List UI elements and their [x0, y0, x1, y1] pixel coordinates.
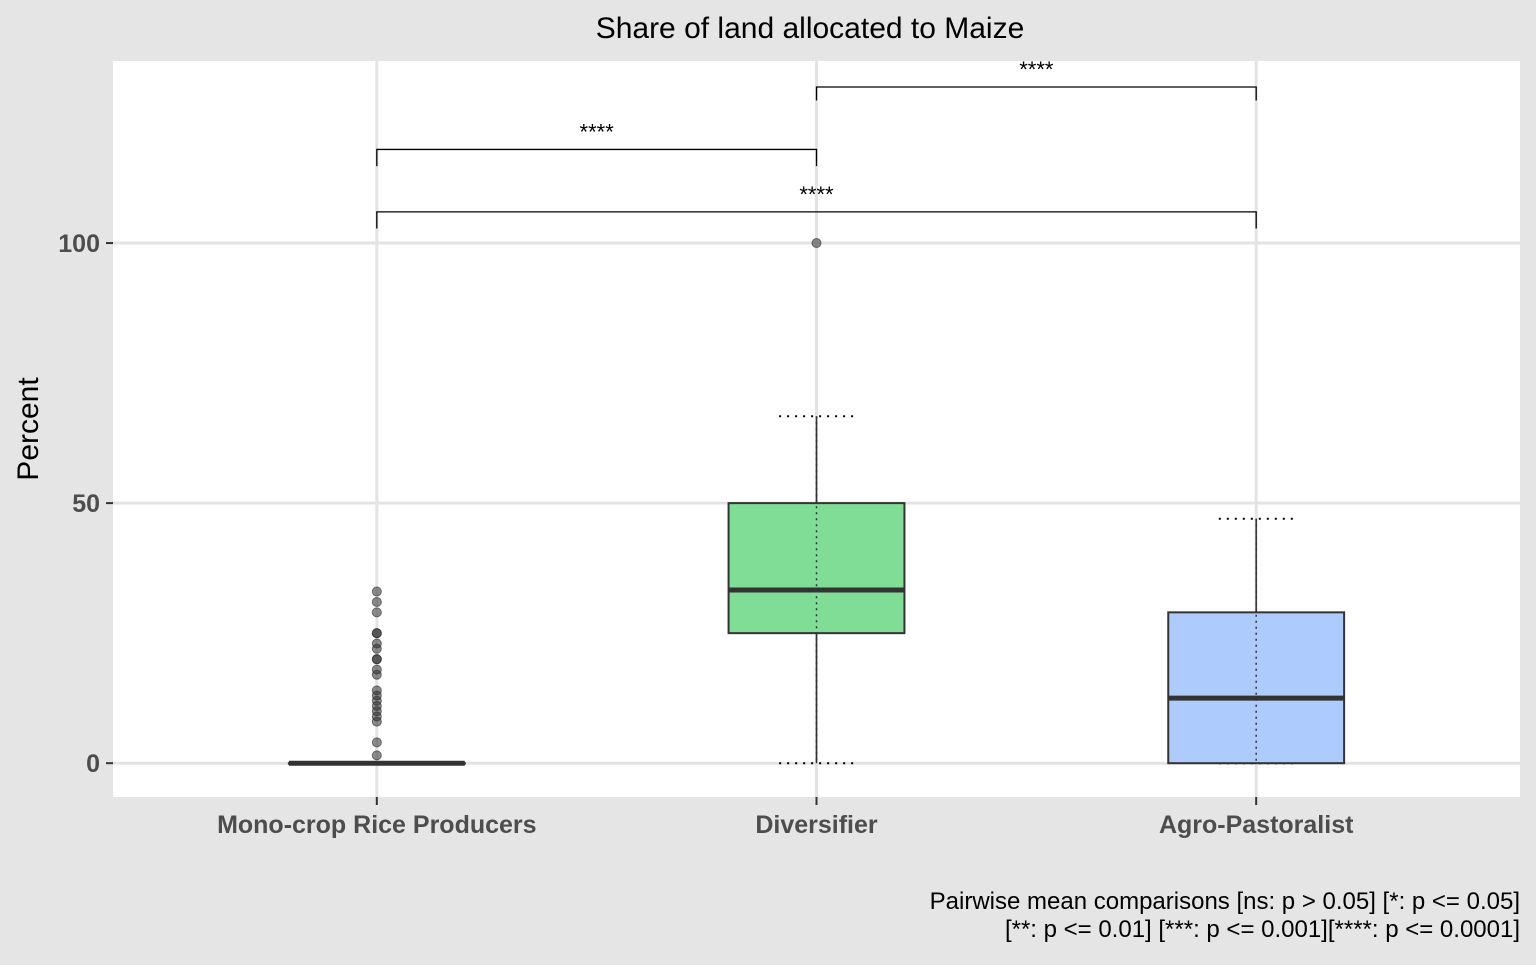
outlier-point	[371, 737, 382, 748]
significance-label: ****	[1019, 57, 1054, 82]
significance-label: ****	[799, 182, 834, 207]
x-tick-label: Diversifier	[755, 811, 878, 839]
y-tick-label: 100	[58, 230, 100, 258]
outlier-point	[371, 638, 382, 649]
x-tick-label: Mono-crop Rice Producers	[217, 811, 537, 839]
outlier-point	[371, 628, 382, 639]
y-axis-title: Percent	[12, 377, 45, 481]
outlier-point	[371, 750, 382, 761]
outlier-point	[371, 607, 382, 618]
outlier-point	[371, 654, 382, 665]
significance-label: ****	[580, 119, 615, 144]
outlier-point	[371, 664, 382, 675]
outlier-point	[371, 596, 382, 607]
outlier-point	[371, 685, 382, 696]
comparison-brackets: **** **** ****	[376, 57, 1257, 229]
x-tick-label: Agro-Pastoralist	[1159, 811, 1354, 839]
chart-caption: Pairwise mean comparisons [ns: p > 0.05]…	[930, 888, 1520, 944]
y-tick-label: 0	[86, 750, 100, 778]
outlier-point	[811, 238, 822, 249]
caption-line-2: [**: p <= 0.01] [***: p <= 0.001][****: …	[1004, 916, 1520, 943]
boxes-layer	[287, 238, 1346, 766]
caption-line-1: Pairwise mean comparisons [ns: p > 0.05]…	[929, 888, 1520, 915]
chart-title: Share of land allocated to Maize	[596, 12, 1025, 45]
axes: 0 50 100 Mono-crop Rice Producers Diversifie…	[58, 230, 1354, 839]
comparison-bracket	[376, 148, 818, 167]
y-tick-label: 50	[72, 490, 100, 518]
comparison-bracket	[815, 86, 1257, 101]
comparison-bracket	[376, 211, 1257, 229]
outlier-point	[371, 586, 382, 597]
